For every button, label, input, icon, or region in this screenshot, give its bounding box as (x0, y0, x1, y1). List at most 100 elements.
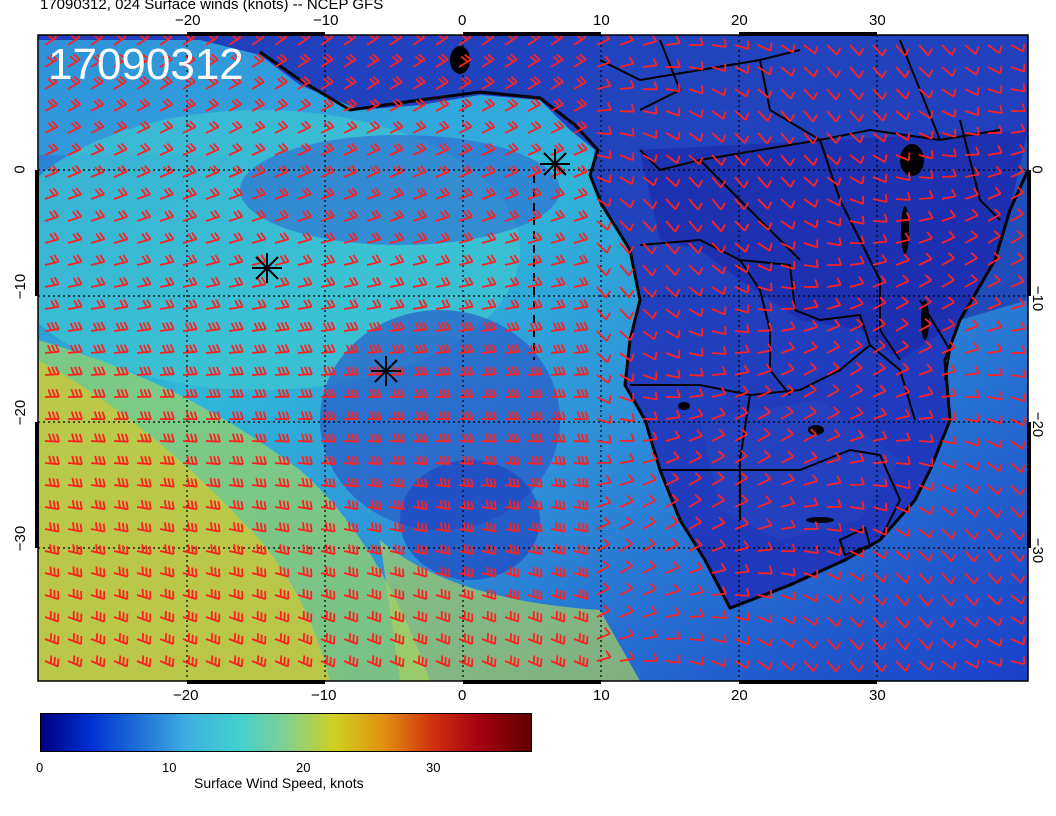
wind-barb (435, 276, 451, 288)
wind-barb (596, 538, 611, 552)
wind-barb (619, 330, 635, 342)
wind-barb (320, 455, 336, 466)
wind-barb (895, 504, 911, 514)
wind-barb (872, 454, 888, 464)
wind-barb (895, 456, 911, 466)
wind-barb (964, 252, 978, 266)
wind-barb (964, 506, 980, 518)
wind-barb (1010, 417, 1026, 427)
wind-barb (688, 264, 704, 276)
wind-barb (665, 329, 681, 339)
wind-barb (550, 120, 565, 134)
wind-barb (826, 406, 841, 420)
wind-barb (159, 254, 175, 266)
wind-barb (504, 655, 520, 668)
wind-barb (1010, 656, 1026, 666)
wind-barb (987, 252, 1001, 266)
wind-barb (964, 208, 979, 222)
wind-barb (527, 276, 543, 288)
wind-barb (596, 495, 612, 508)
wind-barb (941, 572, 956, 585)
wind-barb (596, 150, 612, 160)
wind-barb (849, 660, 864, 673)
wind-barb (688, 656, 704, 666)
wind-barb (964, 146, 980, 156)
wind-barb (941, 528, 957, 540)
wind-barb (389, 366, 405, 376)
wind-barb (596, 560, 610, 574)
wind-barb (734, 472, 748, 486)
wind-barb (458, 633, 474, 645)
wind-barb (872, 638, 887, 651)
wind-barb (964, 461, 980, 471)
wind-barb (780, 261, 796, 270)
wind-barb (320, 477, 336, 488)
wind-barb (412, 299, 428, 310)
wind-barb (872, 154, 888, 163)
wind-barb (1010, 230, 1024, 244)
wind-barb (504, 499, 520, 511)
wind-barb (918, 528, 934, 539)
wind-barb (550, 566, 566, 578)
wind-barb (527, 655, 543, 668)
x-tick-bottom: −10 (311, 687, 337, 704)
wind-barb (780, 300, 796, 310)
wind-barb (435, 98, 450, 112)
wind-barb (918, 506, 934, 515)
wind-barb (964, 389, 980, 399)
wind-barb (780, 44, 796, 54)
wind-barb (297, 633, 313, 645)
wind-barb (458, 455, 474, 466)
wind-barb (757, 472, 772, 486)
wind-barb (941, 484, 957, 493)
wind-barb (458, 209, 474, 222)
wind-barb (297, 433, 313, 443)
wind-barb (849, 276, 865, 288)
wind-barb (665, 264, 681, 276)
wind-barb (918, 433, 934, 443)
wind-barb (159, 566, 175, 578)
wind-barb (941, 274, 955, 288)
wind-barb (573, 53, 587, 68)
wind-barb (826, 475, 842, 486)
wind-barb (90, 321, 106, 332)
wind-barb (619, 352, 635, 362)
wind-barb (688, 308, 704, 317)
wind-barb (458, 566, 474, 578)
wind-barb (803, 88, 819, 100)
wind-barb (504, 232, 520, 244)
wind-barb (389, 455, 405, 466)
wind-barb (596, 286, 611, 299)
wind-barb (343, 344, 359, 354)
wind-barb (297, 53, 311, 68)
wind-barb (941, 209, 956, 222)
wind-barb (803, 340, 818, 354)
wind-barb (297, 254, 313, 266)
wind-barb (136, 433, 152, 443)
wind-barb (90, 98, 105, 112)
y-tick-right: −30 (1029, 537, 1047, 564)
wind-barb (343, 98, 358, 112)
wind-barb (895, 88, 911, 100)
wind-barb (527, 388, 543, 398)
wind-barb (665, 409, 681, 420)
wind-barb (596, 308, 611, 321)
wind-barb (136, 98, 151, 112)
wind-barb (619, 413, 635, 423)
wind-barb (826, 340, 841, 354)
wind-barb (918, 252, 933, 266)
wind-barb (159, 232, 175, 244)
wind-barb (136, 366, 152, 376)
wind-barb (550, 388, 566, 398)
wind-barb (274, 232, 290, 244)
wind-barb (113, 120, 128, 134)
wind-barb (872, 384, 887, 398)
wind-barb (849, 616, 865, 628)
wind-barb (987, 367, 1003, 376)
wind-barb (688, 347, 704, 357)
wind-barb (987, 319, 1003, 332)
wind-barb (665, 606, 681, 618)
wind-barb (320, 232, 336, 244)
wind-barb (665, 242, 680, 255)
